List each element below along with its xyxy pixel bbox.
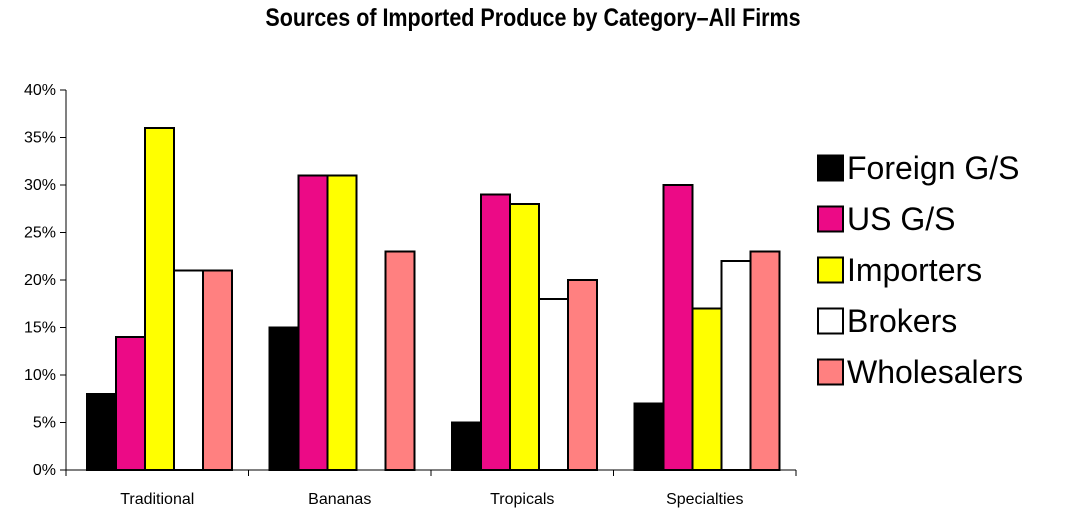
bars [86, 127, 781, 471]
bar [691, 307, 723, 471]
bar [297, 174, 329, 471]
x-tick-label: Tropicals [490, 491, 554, 508]
legend-label: Wholesalers [847, 354, 1023, 390]
legend-swatch [817, 358, 844, 386]
x-axis: Traditional Bananas Tropicals Specialties [65, 469, 797, 508]
bar [384, 250, 416, 471]
y-tick-label: 25% [24, 225, 56, 242]
bar [326, 174, 358, 471]
bar [451, 421, 482, 471]
bar [173, 269, 204, 471]
bar [202, 269, 233, 471]
y-tick-label: 20% [24, 272, 56, 289]
legend-swatch [817, 256, 844, 284]
chart-title: Sources of Imported Produce by Category–… [265, 4, 801, 32]
legend-label: US G/S [847, 201, 955, 237]
legend-swatch [817, 205, 844, 233]
bar [749, 250, 781, 471]
y-tick-label: 30% [24, 177, 56, 194]
x-tick-label: Specialties [666, 491, 743, 508]
bar [633, 402, 665, 471]
x-tick-label: Traditional [120, 491, 194, 508]
legend-swatch [817, 307, 844, 335]
y-tick-label: 40% [24, 82, 56, 99]
y-tick-label: 35% [24, 130, 56, 147]
y-tick-label: 0% [33, 462, 56, 479]
bar [509, 203, 540, 471]
bar [538, 298, 569, 471]
bar [720, 260, 752, 471]
legend-label: Foreign G/S [847, 150, 1020, 186]
x-tick-label: Bananas [308, 491, 371, 508]
y-axis: 0% 5% 10% 15% 20% 25% 30% 35% 40% [24, 82, 67, 479]
bar [480, 193, 511, 471]
bar [115, 336, 146, 471]
bar [268, 326, 300, 471]
y-tick-label: 15% [24, 320, 56, 337]
legend: Foreign G/S US G/S Importers Brokers Wholesa… [817, 150, 1023, 390]
legend-swatch [817, 154, 844, 182]
y-tick-label: 10% [24, 367, 56, 384]
legend-label: Brokers [847, 303, 957, 339]
bar [144, 127, 175, 471]
bar [662, 184, 694, 471]
y-tick-label: 5% [33, 415, 56, 432]
bar [86, 393, 117, 471]
bar [567, 279, 598, 471]
legend-label: Importers [847, 252, 982, 288]
